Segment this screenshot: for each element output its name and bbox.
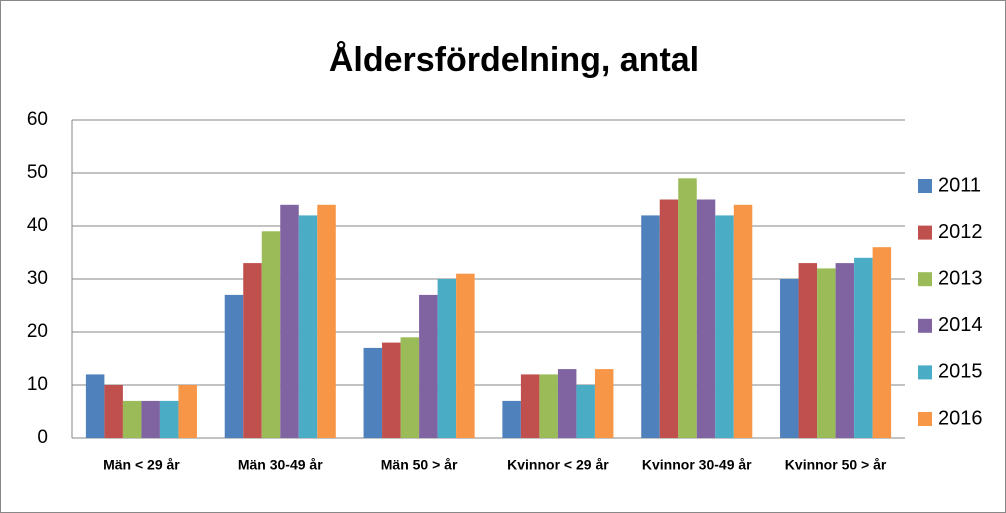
bar bbox=[539, 374, 558, 438]
x-tick-label: Kvinnor < 29 år bbox=[507, 457, 609, 473]
bar bbox=[678, 178, 697, 439]
y-tick-label: 10 bbox=[27, 374, 48, 395]
bar bbox=[576, 385, 595, 438]
bar bbox=[159, 400, 179, 438]
bar bbox=[437, 279, 457, 438]
legend-swatch bbox=[918, 318, 932, 333]
legend-swatch bbox=[918, 225, 932, 240]
bar bbox=[456, 273, 475, 438]
legend-swatch bbox=[918, 179, 932, 193]
y-tick-label: 60 bbox=[27, 109, 48, 130]
bar bbox=[854, 257, 873, 438]
bar bbox=[363, 347, 383, 438]
bar bbox=[520, 374, 540, 438]
bar bbox=[557, 369, 577, 438]
bar bbox=[817, 268, 836, 438]
bar bbox=[104, 385, 123, 438]
bar bbox=[641, 215, 660, 438]
x-tick-label: Män < 29 år bbox=[103, 457, 180, 473]
legend-swatch bbox=[918, 365, 932, 380]
bar bbox=[261, 231, 281, 438]
bar bbox=[715, 215, 734, 438]
bar bbox=[798, 263, 818, 438]
y-tick-label: 50 bbox=[27, 162, 48, 183]
x-tick-label: Män 50 > år bbox=[381, 457, 458, 473]
bar bbox=[594, 369, 614, 438]
bar bbox=[122, 400, 142, 438]
legend-swatch bbox=[918, 272, 932, 287]
chart-title: Åldersfördelning, antal bbox=[329, 41, 699, 79]
bar bbox=[178, 385, 197, 438]
bar bbox=[317, 204, 336, 438]
bar bbox=[85, 374, 105, 438]
bar bbox=[243, 263, 262, 438]
bar bbox=[696, 199, 716, 438]
bar bbox=[280, 204, 299, 438]
bar bbox=[298, 215, 318, 438]
bar bbox=[382, 342, 401, 438]
bar bbox=[780, 279, 799, 438]
y-tick-label: 0 bbox=[37, 427, 48, 448]
bar bbox=[224, 294, 244, 438]
legend-label: 2015 bbox=[938, 361, 983, 383]
bar bbox=[835, 263, 855, 438]
bar bbox=[400, 337, 420, 438]
y-tick-label: 40 bbox=[27, 215, 48, 236]
x-tick-label: Kvinnor 50 > år bbox=[785, 457, 887, 473]
x-tick-label: Män 30-49 år bbox=[238, 457, 323, 473]
bar bbox=[419, 294, 438, 438]
y-tick-label: 20 bbox=[27, 321, 48, 342]
legend-label: 2014 bbox=[938, 314, 983, 336]
bar bbox=[659, 199, 679, 438]
y-tick-label: 30 bbox=[27, 268, 48, 289]
bar bbox=[872, 247, 892, 438]
bar bbox=[733, 204, 753, 438]
legend-label: 2013 bbox=[938, 267, 983, 289]
legend-label: 2011 bbox=[938, 174, 981, 196]
legend-swatch bbox=[918, 412, 932, 426]
x-tick-label: Kvinnor 30-49 år bbox=[642, 457, 752, 473]
bar bbox=[502, 400, 521, 438]
bar bbox=[141, 400, 160, 438]
legend-label: 2016 bbox=[938, 407, 983, 429]
legend-label: 2012 bbox=[938, 221, 983, 243]
